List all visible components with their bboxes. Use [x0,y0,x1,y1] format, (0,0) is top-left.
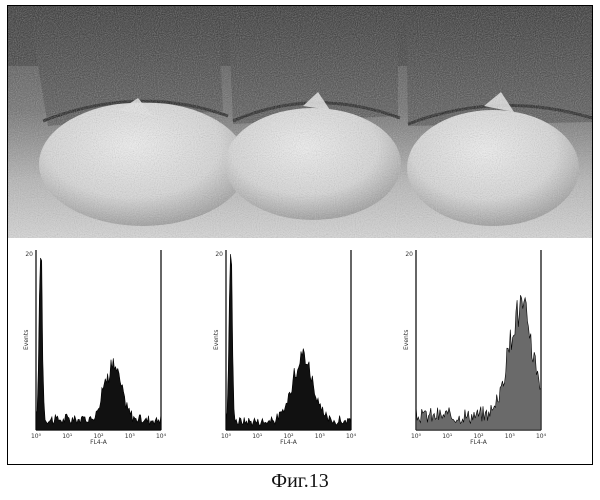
x-tick-label: 10⁰ [411,433,422,440]
y-axis-label: Events [403,330,410,350]
seed-capsules-photo [8,6,592,238]
x-axis-label: FL4-A [470,439,488,446]
x-axis-label: FL4-A [90,439,108,446]
x-tick-label: 10¹ [62,433,73,440]
histogram-area [416,295,541,430]
x-tick-label: 10¹ [252,433,263,440]
figure-caption: Фиг.13 [0,470,600,493]
x-tick-label: 10⁴ [156,433,167,440]
x-tick-label: 10⁰ [221,433,232,440]
x-tick-label: 10⁰ [31,433,42,440]
y-tick-label: 20 [405,251,413,258]
x-tick-label: 10³ [315,433,326,440]
y-axis-label: Events [23,330,30,350]
y-tick-label: 20 [25,251,33,258]
y-axis-label: Events [213,330,220,350]
x-tick-label: 10³ [125,433,136,440]
histogram-1: 20Events10⁰10¹10²10³10⁴FL4-A [23,250,167,446]
histogram-panels: 20Events10⁰10¹10²10³10⁴FL4-A20Events10⁰1… [8,238,592,464]
histogram-area [36,258,161,430]
x-tick-label: 10¹ [442,433,453,440]
y-tick-label: 20 [215,251,223,258]
x-tick-label: 10³ [505,433,516,440]
x-tick-label: 10⁴ [346,433,357,440]
figure-frame: 20Events10⁰10¹10²10³10⁴FL4-A20Events10⁰1… [7,5,593,465]
x-tick-label: 10⁴ [536,433,547,440]
histogram-area [226,254,351,430]
histogram-3: 20Events10⁰10¹10²10³10⁴FL4-A [403,250,547,446]
x-axis-label: FL4-A [280,439,298,446]
histogram-2: 20Events10⁰10¹10²10³10⁴FL4-A [213,250,357,446]
